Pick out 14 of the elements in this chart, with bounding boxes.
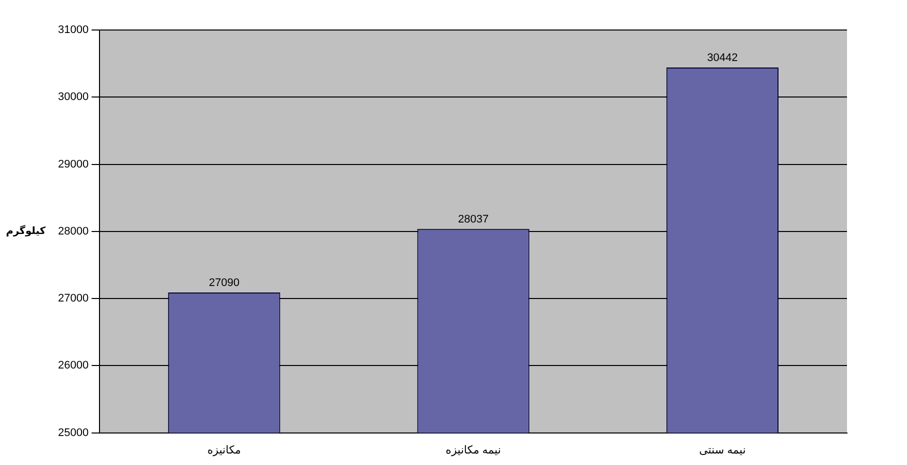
data-label: 30442 xyxy=(707,52,738,64)
x-tick-label: نیمه سنتی xyxy=(699,444,746,456)
y-tick-label: 29000 xyxy=(58,158,89,170)
data-label: 28037 xyxy=(458,213,489,226)
x-tick-label: مکانیزه xyxy=(207,444,242,456)
y-tick-label: 31000 xyxy=(58,24,89,36)
y-tick-label: 25000 xyxy=(58,426,89,439)
y-tick-label: 30000 xyxy=(58,91,89,104)
y-tick-label: 28000 xyxy=(58,225,89,238)
y-tick-label: 27000 xyxy=(58,292,89,305)
y-axis-title: کیلوگرم xyxy=(6,224,46,238)
data-label: 27090 xyxy=(208,277,240,290)
x-tick-label: نیمه مکانیزه xyxy=(446,444,501,456)
y-tick-label: 26000 xyxy=(58,360,89,372)
